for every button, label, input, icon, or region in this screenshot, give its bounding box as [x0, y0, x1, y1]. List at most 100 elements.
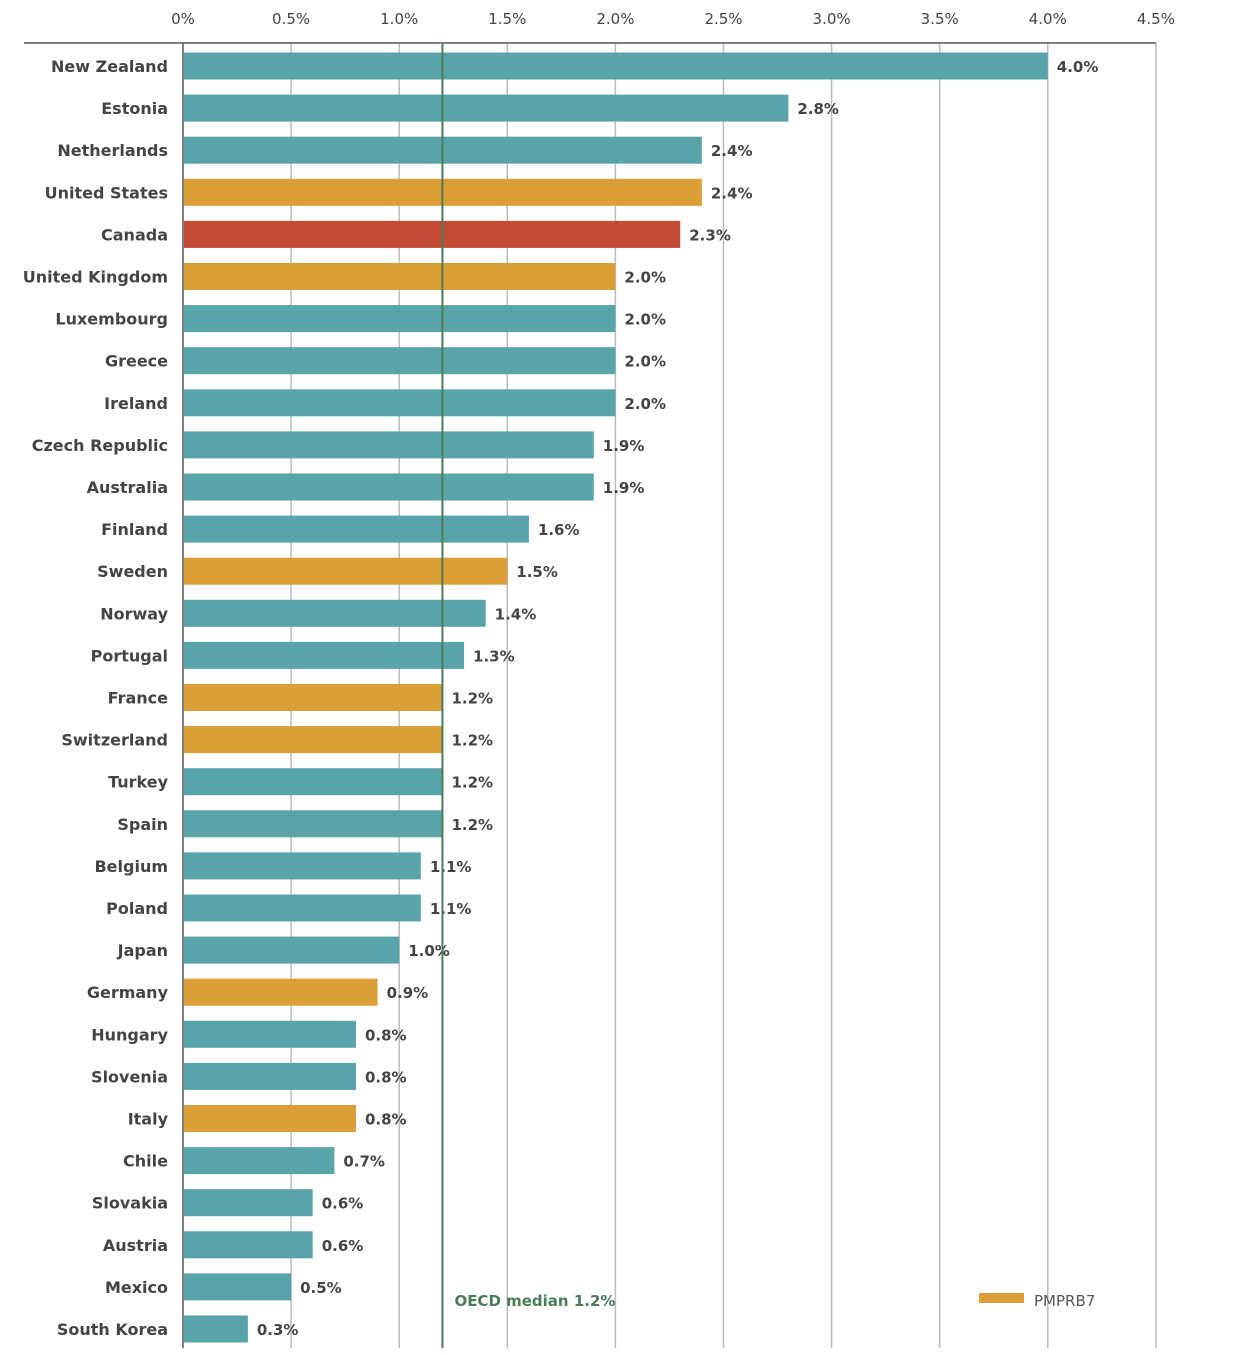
value-label: 0.6%: [322, 1237, 364, 1255]
value-label: 1.2%: [451, 774, 493, 792]
category-label: Spain: [117, 815, 168, 834]
value-labels: 4.0% 2.8% 2.4% 2.4% 2.3% 2.0% 2.0% 2.0% 2.0% 1.9%…: [257, 58, 1099, 1339]
x-tick-label: 3.0%: [813, 10, 851, 28]
x-tick-label: 0.5%: [272, 10, 310, 28]
category-label: Belgium: [94, 857, 168, 876]
value-label: 1.2%: [451, 690, 493, 708]
category-label: Austria: [103, 1236, 168, 1255]
category-label: France: [108, 689, 168, 708]
x-tick-label: 3.5%: [921, 10, 959, 28]
value-label: 4.0%: [1057, 58, 1099, 76]
value-label: 0.5%: [300, 1279, 342, 1297]
category-label: Finland: [101, 520, 168, 539]
category-label: Sweden: [97, 562, 168, 581]
x-tick-label: 4.5%: [1137, 10, 1175, 28]
bars: [184, 52, 1048, 1343]
bar-finland: [184, 515, 529, 543]
category-label: Japan: [117, 941, 168, 960]
x-tick-label: 1.0%: [380, 10, 418, 28]
value-label: 1.4%: [495, 605, 537, 623]
value-label: 0.7%: [343, 1153, 385, 1171]
bar-canada: [184, 220, 681, 248]
category-label: Germany: [87, 983, 169, 1002]
bar-sweden: [184, 557, 508, 585]
bar-belgium: [184, 852, 421, 880]
category-label: United States: [45, 183, 168, 202]
x-tick-label: 4.0%: [1029, 10, 1067, 28]
value-label: 0.8%: [365, 1026, 407, 1044]
value-label: 2.0%: [624, 353, 666, 371]
value-label: 1.5%: [516, 563, 558, 581]
category-label: Slovakia: [92, 1194, 168, 1213]
value-label: 2.0%: [624, 311, 666, 329]
bar-norway: [184, 599, 486, 627]
bar-turkey: [184, 768, 443, 796]
value-label: 2.4%: [711, 184, 753, 202]
category-label: South Korea: [57, 1320, 168, 1339]
category-label: Canada: [101, 225, 168, 244]
category-label: Poland: [106, 899, 168, 918]
value-label: 1.9%: [603, 479, 645, 497]
bar-italy: [184, 1105, 356, 1132]
value-label: 1.0%: [408, 942, 450, 960]
category-label: Turkey: [108, 773, 169, 792]
bar-switzerland: [184, 726, 443, 754]
category-label: Czech Republic: [32, 436, 168, 455]
bar-czech-republic: [184, 431, 594, 459]
value-label: 2.0%: [624, 269, 666, 287]
value-label: 0.8%: [365, 1111, 407, 1129]
value-label: 2.0%: [624, 395, 666, 413]
bar-hungary: [184, 1020, 356, 1048]
category-label: Slovenia: [91, 1067, 168, 1086]
category-label: United Kingdom: [23, 268, 168, 287]
bar-spain: [184, 810, 443, 838]
bar-chile: [184, 1147, 335, 1175]
value-label: 1.2%: [451, 732, 493, 750]
bar-australia: [184, 473, 594, 501]
bar-france: [184, 684, 443, 711]
bar-austria: [184, 1231, 313, 1259]
value-label: 1.3%: [473, 647, 515, 665]
value-label: 2.3%: [689, 226, 731, 244]
category-label: Luxembourg: [55, 310, 168, 329]
bar-estonia: [184, 94, 789, 122]
category-label: Estonia: [101, 99, 168, 118]
value-label: 1.2%: [451, 816, 493, 834]
category-label: Australia: [87, 478, 168, 497]
oecd-median-label: OECD median 1.2%: [454, 1292, 615, 1310]
x-tick-label: 2.0%: [596, 10, 634, 28]
category-label: Hungary: [91, 1025, 168, 1044]
category-label: Norway: [100, 604, 168, 623]
category-label: Chile: [123, 1152, 168, 1171]
value-label: 1.1%: [430, 900, 472, 918]
legend: PMPRB7: [979, 1292, 1095, 1310]
bar-new-zealand: [184, 52, 1048, 80]
value-label: 0.8%: [365, 1068, 407, 1086]
category-label: New Zealand: [51, 57, 168, 76]
bar-germany: [184, 978, 378, 1006]
legend-swatch-pmprb7: [979, 1293, 1024, 1303]
bar-portugal: [184, 641, 465, 669]
x-axis-ticks: 0% 0.5% 1.0% 1.5% 2.0% 2.5% 3.0% 3.5% 4.0% 4.5%: [171, 10, 1175, 28]
value-label: 1.6%: [538, 521, 580, 539]
x-tick-label: 2.5%: [704, 10, 742, 28]
bar-united-kingdom: [184, 263, 616, 290]
x-tick-label: 1.5%: [488, 10, 526, 28]
value-label: 2.4%: [711, 142, 753, 160]
bar-greece: [184, 347, 616, 375]
category-label: Portugal: [91, 646, 168, 665]
category-labels: New Zealand Estonia Netherlands United Stat…: [23, 57, 169, 1339]
category-label: Ireland: [104, 394, 168, 413]
value-label: 1.1%: [430, 858, 472, 876]
bar-poland: [184, 894, 421, 922]
x-tick-label: 0%: [171, 10, 195, 28]
bar-slovakia: [184, 1189, 313, 1217]
value-label: 0.6%: [322, 1195, 364, 1213]
bar-mexico: [184, 1273, 292, 1301]
value-label: 2.8%: [797, 100, 839, 118]
category-label: Italy: [128, 1110, 169, 1129]
value-label: 1.9%: [603, 437, 645, 455]
gridlines: [290, 43, 1157, 1348]
category-label: Netherlands: [57, 141, 168, 160]
